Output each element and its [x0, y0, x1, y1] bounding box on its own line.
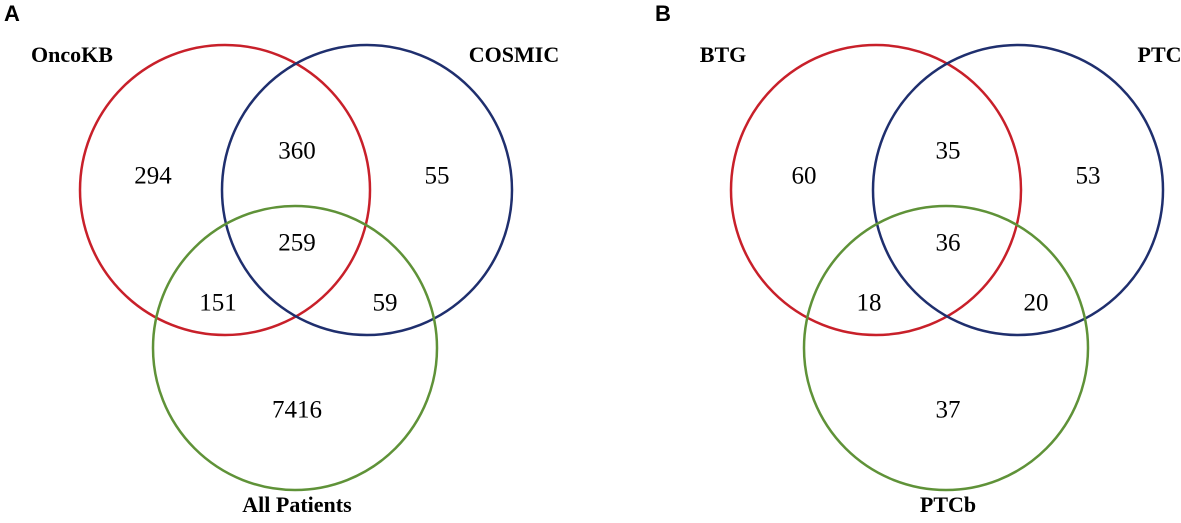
region-count: 35 [936, 138, 961, 165]
region-count: 53 [1076, 163, 1101, 190]
set-circle [871, 43, 1165, 337]
set-circle [729, 43, 1023, 337]
set-circle [802, 204, 1090, 492]
region-count: 18 [857, 290, 882, 317]
region-count: 360 [278, 138, 316, 165]
region-count: 36 [936, 230, 961, 257]
region-count: 55 [425, 163, 450, 190]
region-count: 294 [134, 163, 172, 190]
set-circle [151, 204, 439, 492]
panel-letter: B [655, 1, 671, 26]
set-name: PTCb [920, 492, 976, 517]
panel-letter: A [4, 1, 20, 26]
region-count: 259 [278, 230, 316, 257]
set-name: BTG [700, 42, 746, 67]
region-count: 37 [936, 397, 961, 424]
set-circle [220, 43, 514, 337]
region-count: 7416 [272, 397, 322, 424]
region-count: 151 [199, 290, 237, 317]
region-count: 20 [1024, 290, 1049, 317]
set-circle [78, 43, 372, 337]
region-count: 59 [373, 290, 398, 317]
set-name: COSMIC [469, 42, 559, 67]
set-name: OncoKB [31, 42, 113, 67]
set-name: PTCa [1138, 42, 1181, 67]
set-name: All Patients [242, 492, 352, 517]
region-count: 60 [792, 163, 817, 190]
